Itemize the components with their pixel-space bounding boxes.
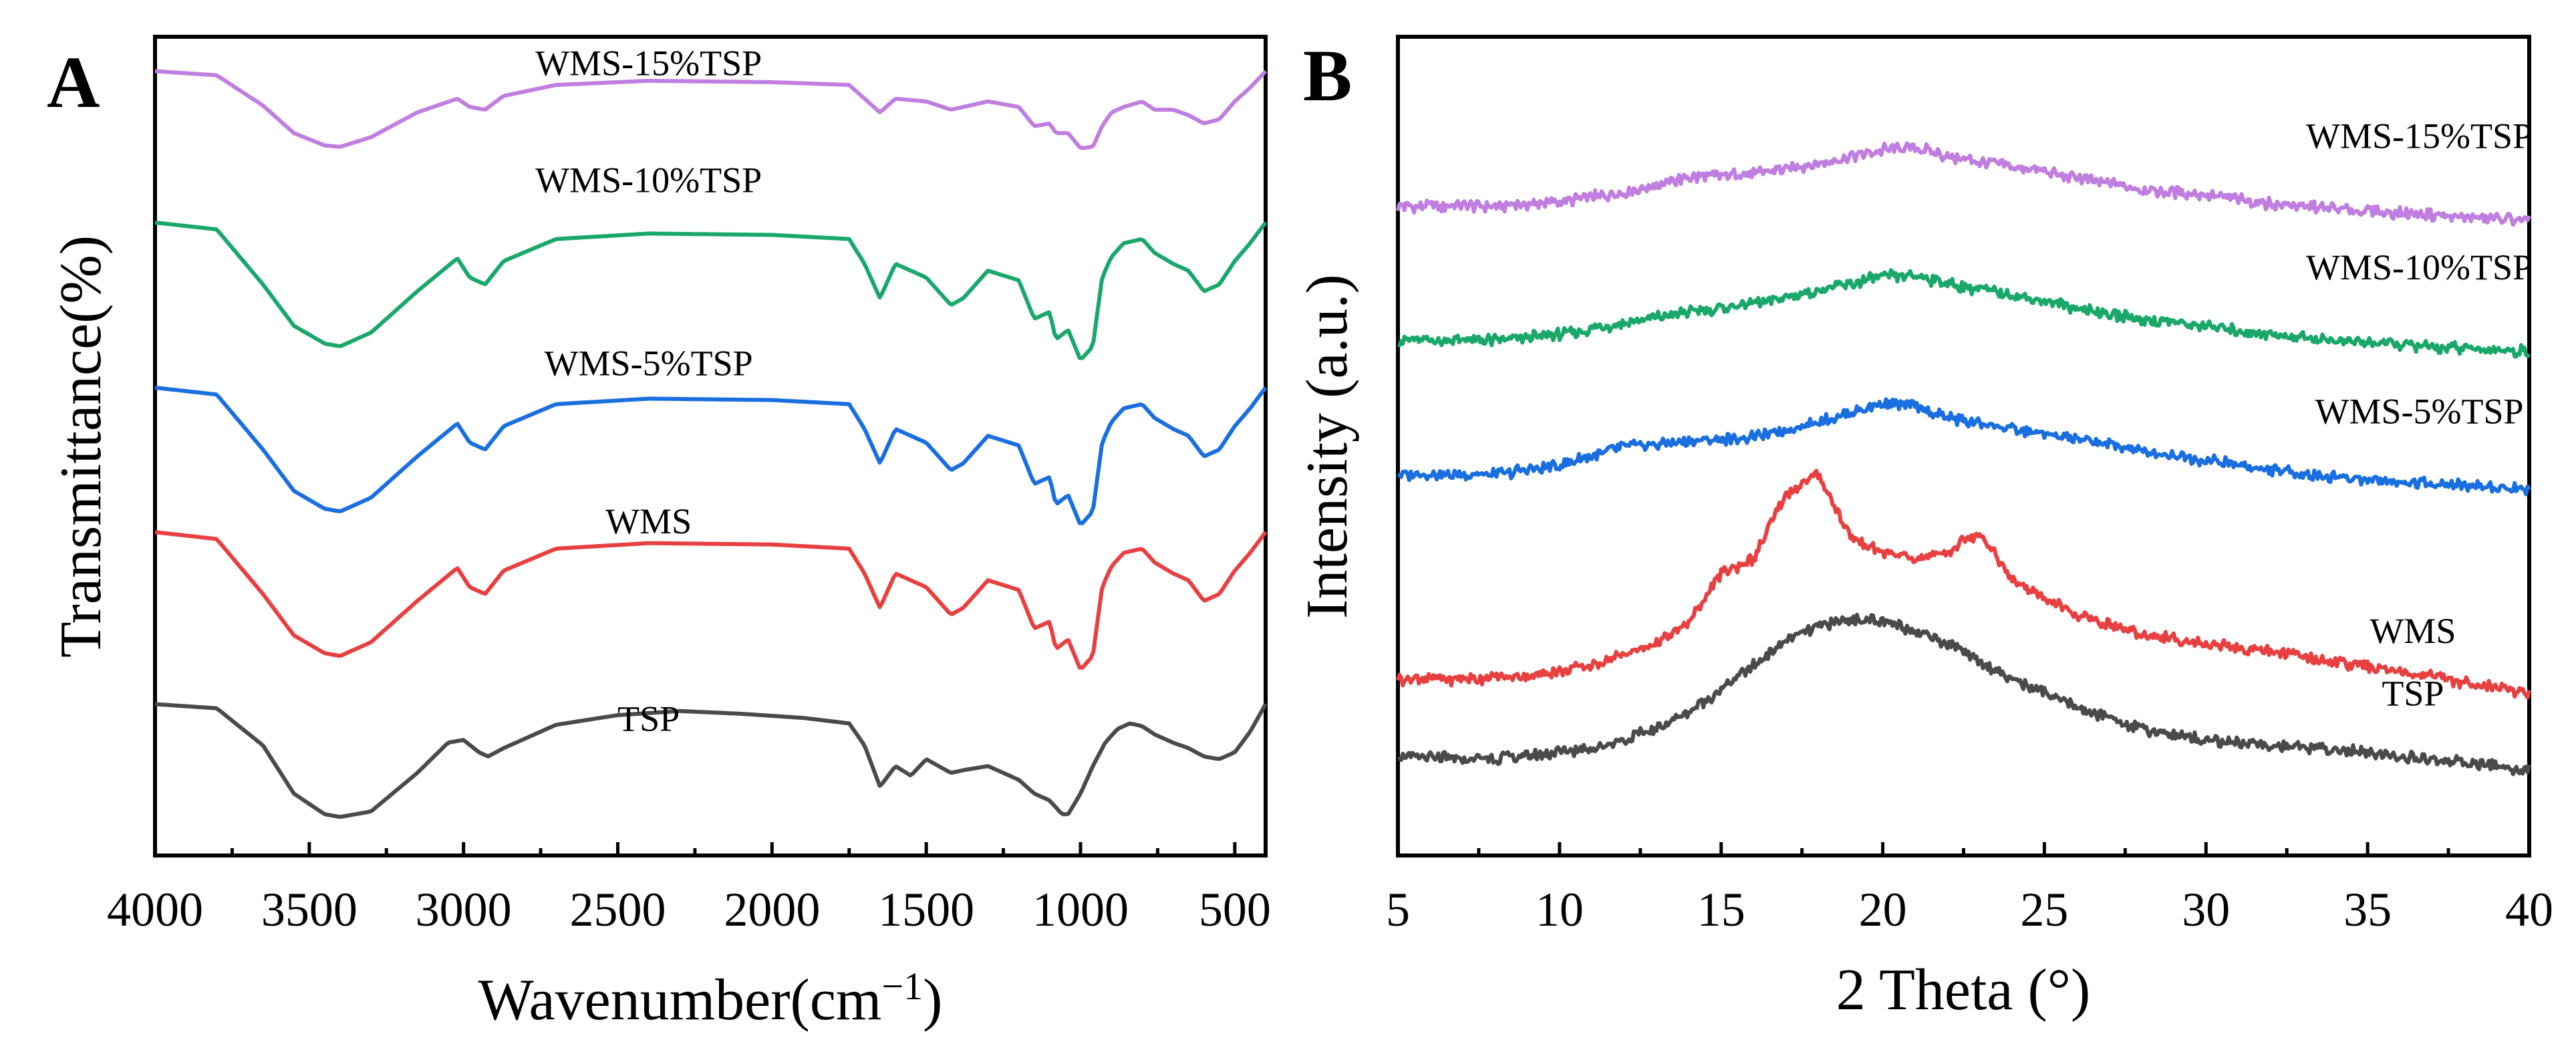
panel-a-y-axis-title: Transmittance(%) xyxy=(49,235,114,658)
series-line-wms xyxy=(154,530,1268,670)
panel-b-x-ticks: 5 10 15 20 25 30 35 40 xyxy=(1386,842,2553,936)
x-tick-label: 20 xyxy=(1859,883,1907,936)
series-line-tsp xyxy=(1397,612,2531,777)
x-tick-label: 1500 xyxy=(878,883,974,936)
series-line-wms-10-tsp xyxy=(154,220,1268,360)
x-tick-label: 5 xyxy=(1386,883,1410,936)
series-label: WMS-15%TSP xyxy=(2306,116,2533,156)
series-label: WMS-10%TSP xyxy=(535,160,762,201)
series-label: WMS-10%TSP xyxy=(2306,247,2533,287)
x-tick-label: 2500 xyxy=(570,883,666,936)
panel-b-series-labels: WMS-15%TSP WMS-10%TSP WMS-5%TSP WMS TSP xyxy=(2306,116,2533,714)
panel-a-series-labels: WMS-15%TSP WMS-10%TSP WMS-5%TSP WMS TSP xyxy=(535,43,762,739)
panel-b-chart: B WMS-15%TSP WMS-10%TSP WMS-5%TSP WMS TSP 5 1… xyxy=(1295,35,2553,1023)
panel-b-y-axis-title: Intensity (a.u.) xyxy=(1295,274,1360,619)
x-tick-label: 30 xyxy=(2182,883,2230,936)
panel-a-x-ticks: 4000 3500 3000 2500 2000 1500 1000 500 xyxy=(107,842,1271,936)
x-tick-label: 4000 xyxy=(107,883,203,936)
panel-b-series-group xyxy=(1396,141,2531,777)
series-label: TSP xyxy=(2382,674,2444,714)
series-line-wms-15-tsp xyxy=(1396,141,2531,227)
x-tick-label: 1000 xyxy=(1032,883,1129,936)
panel-b-letter: B xyxy=(1303,35,1352,116)
x-tick-label: 3500 xyxy=(261,883,357,936)
panel-a-letter: A xyxy=(47,41,100,123)
x-tick-label: 40 xyxy=(2505,883,2553,936)
series-label: WMS xyxy=(2370,611,2456,651)
x-tick-label: 10 xyxy=(1536,883,1584,936)
series-line-wms-10-tsp xyxy=(1397,268,2531,359)
x-tick-label: 25 xyxy=(2020,883,2068,936)
x-tick-label: 2000 xyxy=(724,883,820,936)
series-line-tsp xyxy=(154,702,1268,819)
x-tick-label: 3000 xyxy=(416,883,512,936)
series-line-wms-5-tsp xyxy=(1397,397,2531,497)
series-line-wms-15-tsp xyxy=(154,69,1268,150)
series-label: WMS xyxy=(605,501,692,541)
x-tick-label: 15 xyxy=(1697,883,1745,936)
series-label: WMS-5%TSP xyxy=(545,343,753,383)
series-label: WMS-5%TSP xyxy=(2315,391,2524,431)
panel-a-chart: A WMS-15%TSP WMS-10%TSP WMS-5%TSP WMS TSP 40… xyxy=(47,35,1271,1033)
x-tick-label: 35 xyxy=(2343,883,2392,936)
series-line-wms xyxy=(1396,469,2531,700)
panel-a-x-axis-title: Wavenumber(cm−1) xyxy=(478,964,943,1033)
series-line-wms-5-tsp xyxy=(154,386,1268,525)
x-tick-label: 500 xyxy=(1199,883,1271,936)
series-label: TSP xyxy=(617,699,680,739)
series-label: WMS-15%TSP xyxy=(535,43,762,84)
panel-a-series-group xyxy=(154,69,1268,819)
panel-b-x-axis-title: 2 Theta (°) xyxy=(1836,958,2091,1023)
panel-a-plot-frame xyxy=(153,35,1268,858)
